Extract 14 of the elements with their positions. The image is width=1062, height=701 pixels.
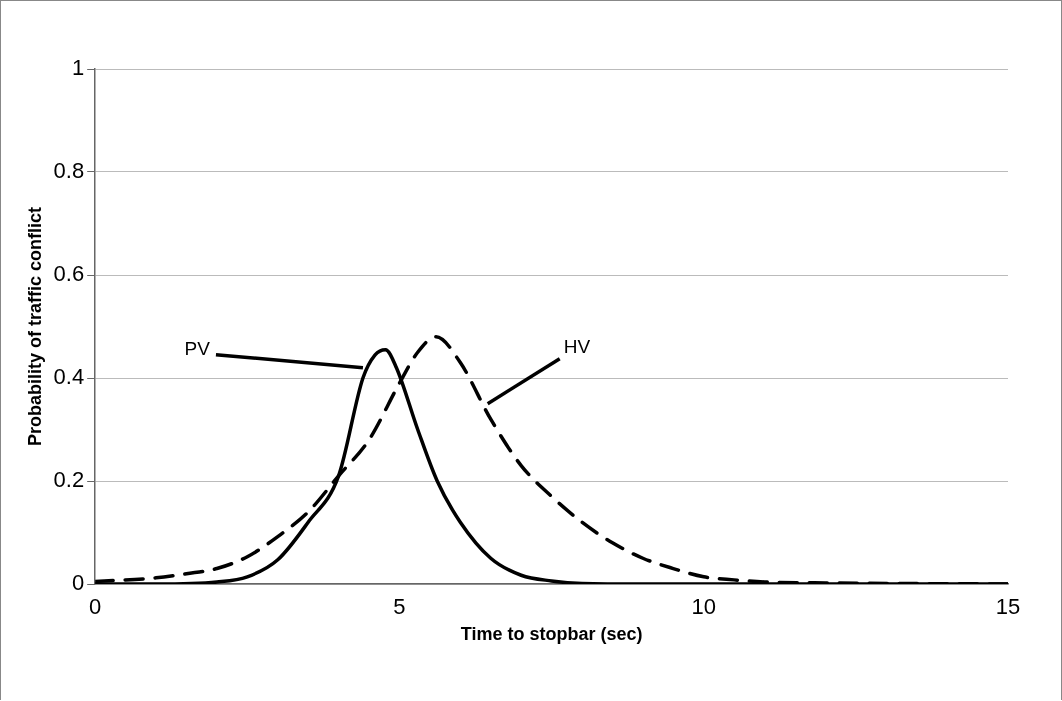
y-tick-label: 0.8 [53, 158, 85, 184]
x-tick-label: 5 [393, 594, 406, 620]
x-tick-label: 0 [89, 594, 102, 620]
y-axis-title: Probability of traffic conflict [24, 206, 45, 447]
y-tick-label: 0.6 [53, 261, 85, 287]
y-tick-label: 0.2 [53, 467, 85, 493]
x-tick-label: 15 [995, 594, 1021, 620]
y-tick-label: 1 [71, 55, 85, 81]
annotation: HV [563, 335, 591, 357]
y-tick-label: 0 [71, 570, 85, 596]
x-axis-title: Time to stopbar (sec) [460, 624, 643, 645]
annotation: PV [184, 337, 211, 359]
x-tick-label: 10 [691, 594, 716, 620]
y-tick-label: 0.4 [53, 364, 85, 390]
